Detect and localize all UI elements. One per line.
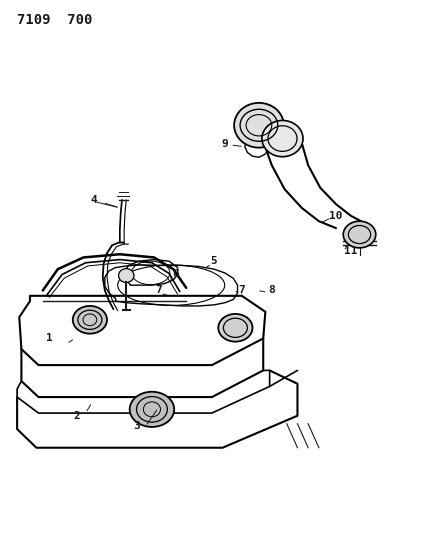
Text: 7: 7 [155, 286, 162, 295]
Text: 2: 2 [74, 411, 80, 421]
Ellipse shape [218, 314, 253, 342]
Text: 11: 11 [344, 246, 358, 255]
Ellipse shape [73, 306, 107, 334]
Ellipse shape [262, 120, 303, 157]
Text: 10: 10 [329, 211, 343, 221]
Text: 3: 3 [134, 422, 140, 431]
Text: 4: 4 [91, 195, 98, 205]
Ellipse shape [343, 221, 376, 248]
Ellipse shape [234, 103, 284, 148]
Ellipse shape [119, 269, 134, 282]
Text: 7109  700: 7109 700 [17, 13, 92, 27]
Text: 6: 6 [172, 270, 179, 279]
Text: 1: 1 [46, 334, 53, 343]
Text: 8: 8 [268, 286, 275, 295]
Text: 9: 9 [221, 139, 228, 149]
Ellipse shape [130, 392, 174, 427]
Text: 5: 5 [211, 256, 217, 266]
Text: 7: 7 [238, 286, 245, 295]
